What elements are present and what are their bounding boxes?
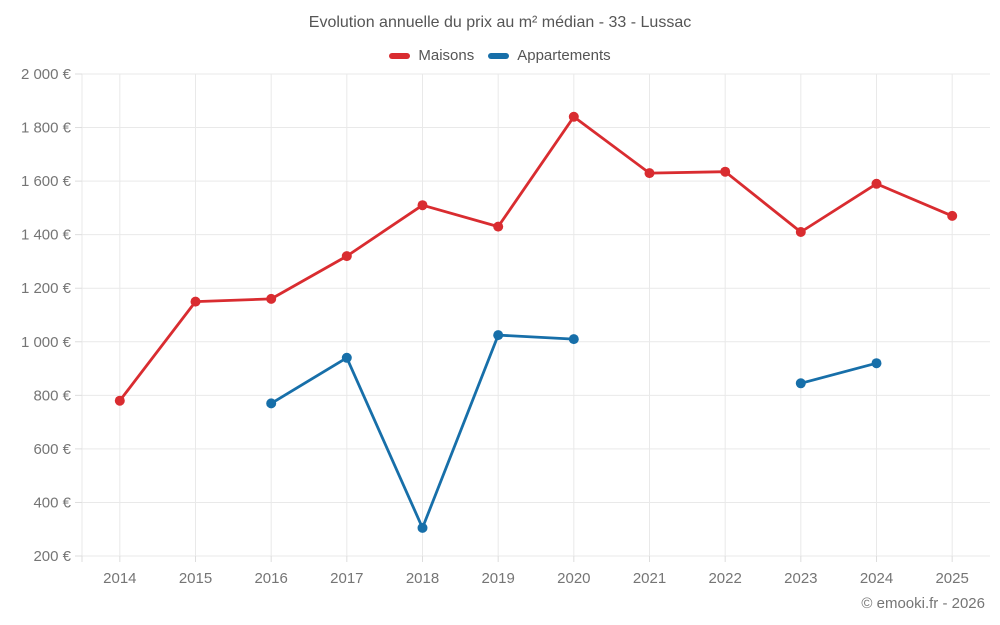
y-axis-label: 200 € bbox=[33, 548, 71, 565]
appartements-swatch-icon bbox=[488, 52, 510, 59]
maisons-swatch-icon bbox=[389, 52, 411, 59]
y-axis-label: 400 € bbox=[33, 494, 71, 511]
y-axis-label: 1 400 € bbox=[21, 227, 72, 244]
x-axis-label: 2025 bbox=[935, 570, 968, 587]
data-point-appartements-2020[interactable] bbox=[568, 334, 579, 345]
y-axis-label: 1 200 € bbox=[21, 280, 72, 297]
data-point-maisons-2014[interactable] bbox=[114, 395, 125, 406]
x-axis-label: 2020 bbox=[557, 570, 590, 587]
data-point-maisons-2019[interactable] bbox=[493, 221, 504, 232]
y-axis-labels: 2 000 € 1 800 € 1 600 € 1 400 € 1 200 € 1 000… bbox=[21, 66, 72, 565]
data-point-maisons-2015[interactable] bbox=[190, 296, 201, 307]
x-axis-label: 2016 bbox=[254, 570, 287, 587]
data-point-appartements-2017[interactable] bbox=[341, 352, 352, 363]
data-point-maisons-2022[interactable] bbox=[720, 166, 731, 177]
x-axis-label: 2022 bbox=[708, 570, 741, 587]
data-point-maisons-2024[interactable] bbox=[871, 178, 882, 189]
x-axis-label: 2017 bbox=[330, 570, 363, 587]
series-maisons bbox=[114, 111, 958, 406]
axis-ticks bbox=[75, 73, 953, 562]
y-axis-label: 800 € bbox=[33, 387, 71, 404]
legend-item-appartements[interactable]: Appartements bbox=[488, 47, 611, 64]
x-axis-label: 2024 bbox=[860, 570, 893, 587]
data-point-maisons-2021[interactable] bbox=[644, 168, 655, 179]
data-point-maisons-2017[interactable] bbox=[341, 251, 352, 262]
data-point-maisons-2023[interactable] bbox=[795, 227, 806, 237]
data-point-maisons-2016[interactable] bbox=[266, 293, 277, 304]
x-axis-label: 2015 bbox=[179, 570, 212, 587]
y-axis-label: 600 € bbox=[33, 441, 71, 458]
x-axis-label: 2014 bbox=[103, 570, 136, 587]
x-axis-label: 2019 bbox=[481, 570, 514, 587]
legend-label-appartements: Appartements bbox=[517, 47, 611, 64]
x-axis-label: 2023 bbox=[784, 570, 817, 587]
series-appartements bbox=[266, 330, 882, 533]
data-point-appartements-2016[interactable] bbox=[266, 398, 277, 409]
chart-title: Evolution annuelle du prix au m² médian … bbox=[308, 14, 692, 31]
x-axis-label: 2021 bbox=[633, 570, 666, 587]
x-axis-labels: 2014 2015 2016 2017 2018 2019 2020 2021 2022 2023… bbox=[103, 570, 969, 587]
data-point-appartements-2023[interactable] bbox=[795, 378, 806, 389]
legend-label-maisons: Maisons bbox=[418, 47, 475, 64]
data-point-appartements-2018[interactable] bbox=[417, 522, 428, 533]
y-axis-label: 1 600 € bbox=[21, 173, 72, 190]
gridlines bbox=[81, 73, 990, 557]
y-axis-label: 1 800 € bbox=[21, 120, 72, 137]
data-point-maisons-2020[interactable] bbox=[568, 111, 579, 122]
maisons-line bbox=[118, 115, 954, 403]
copyright-text: © emooki.fr - 2026 bbox=[861, 595, 985, 612]
data-point-appartements-2019[interactable] bbox=[493, 330, 504, 341]
legend-item-maisons[interactable]: Maisons bbox=[389, 47, 474, 64]
chart-legend: Maisons Appartements bbox=[0, 47, 1000, 64]
y-axis-label: 2 000 € bbox=[21, 66, 72, 83]
data-point-maisons-2018[interactable] bbox=[417, 200, 428, 211]
data-point-maisons-2025[interactable] bbox=[947, 210, 958, 221]
y-axis-label: 1 000 € bbox=[21, 334, 72, 351]
x-axis-label: 2018 bbox=[406, 570, 439, 587]
data-point-appartements-2024[interactable] bbox=[871, 358, 882, 369]
